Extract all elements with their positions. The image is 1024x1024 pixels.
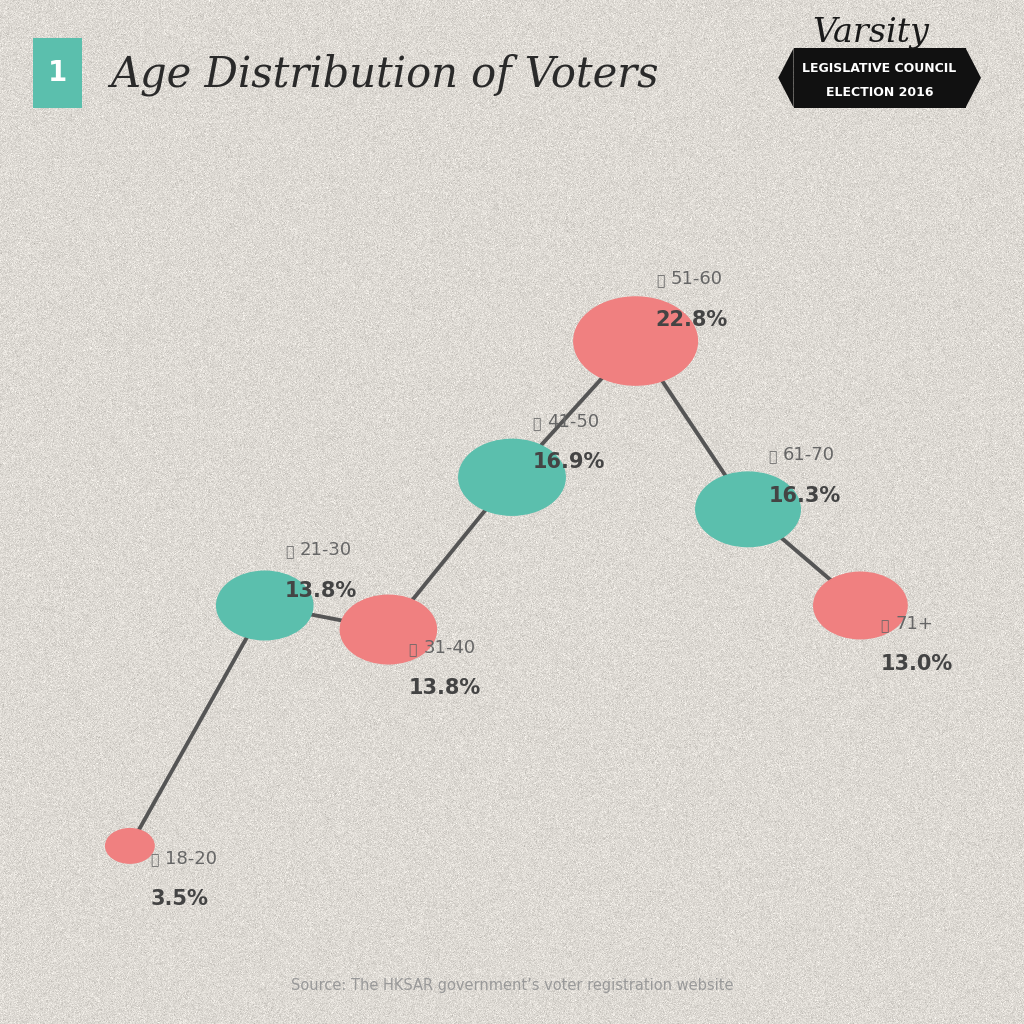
Text: 22.8%: 22.8% bbox=[655, 310, 728, 330]
Text: Varsity: Varsity bbox=[812, 16, 929, 49]
Circle shape bbox=[217, 571, 313, 640]
Text: ⛹: ⛹ bbox=[285, 545, 293, 559]
Circle shape bbox=[695, 472, 801, 547]
Text: 3.5%: 3.5% bbox=[151, 889, 208, 909]
Text: ELECTION 2016: ELECTION 2016 bbox=[826, 86, 933, 98]
Text: 1: 1 bbox=[48, 58, 67, 87]
Text: 13.8%: 13.8% bbox=[409, 679, 481, 698]
Text: 41-50: 41-50 bbox=[547, 413, 599, 431]
Text: ⛹: ⛹ bbox=[768, 451, 776, 465]
Text: 16.3%: 16.3% bbox=[768, 486, 841, 506]
Text: 51-60: 51-60 bbox=[671, 270, 723, 288]
Circle shape bbox=[340, 595, 436, 664]
Text: 71+: 71+ bbox=[895, 614, 933, 633]
Text: ⛹: ⛹ bbox=[881, 618, 889, 633]
Text: ⛹: ⛹ bbox=[151, 854, 159, 867]
Text: ⛹: ⛹ bbox=[409, 643, 417, 656]
Text: 16.9%: 16.9% bbox=[532, 453, 604, 472]
Text: 21-30: 21-30 bbox=[300, 541, 351, 559]
Text: LEGISLATIVE COUNCIL: LEGISLATIVE COUNCIL bbox=[803, 62, 956, 75]
Text: 13.8%: 13.8% bbox=[285, 581, 357, 601]
Circle shape bbox=[459, 439, 565, 515]
Text: 61-70: 61-70 bbox=[783, 446, 835, 465]
Text: ⛹: ⛹ bbox=[655, 274, 665, 288]
Circle shape bbox=[814, 572, 907, 639]
Text: Age Distribution of Voters: Age Distribution of Voters bbox=[111, 53, 659, 96]
Text: ⛹: ⛹ bbox=[532, 417, 541, 431]
Circle shape bbox=[573, 297, 697, 385]
Text: 31-40: 31-40 bbox=[423, 639, 475, 656]
Text: Source: The HKSAR government’s voter registration website: Source: The HKSAR government’s voter reg… bbox=[291, 978, 733, 992]
Text: 18-20: 18-20 bbox=[165, 850, 217, 867]
Text: 13.0%: 13.0% bbox=[881, 654, 953, 675]
Circle shape bbox=[105, 828, 154, 863]
